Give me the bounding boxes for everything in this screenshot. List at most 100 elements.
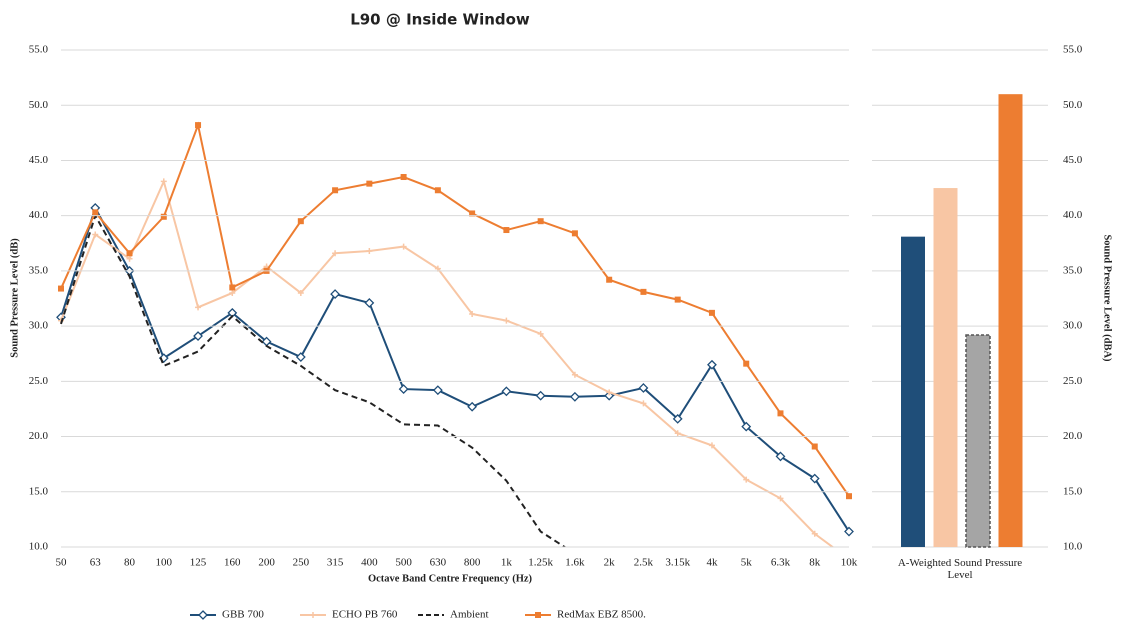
marker bbox=[606, 276, 613, 283]
marker bbox=[330, 289, 341, 300]
series-line bbox=[60, 178, 835, 547]
x-tick-label: 800 bbox=[464, 557, 481, 569]
marker bbox=[503, 317, 510, 324]
x-tick-label: 2.5k bbox=[634, 557, 654, 569]
marker bbox=[398, 384, 409, 394]
x-tick-label: 6.3k bbox=[771, 557, 791, 569]
marker bbox=[674, 296, 681, 303]
marker bbox=[469, 210, 476, 217]
bar bbox=[998, 94, 1023, 547]
x-tick-label: 630 bbox=[430, 557, 447, 569]
y-tick-label: 35.0 bbox=[29, 264, 49, 276]
y-axis-title: Sound Pressure Level (dB) bbox=[9, 238, 20, 358]
marker bbox=[775, 451, 786, 462]
x-tick-label: 1.6k bbox=[565, 557, 585, 569]
x-tick-label: 500 bbox=[395, 557, 412, 569]
marker bbox=[332, 250, 339, 257]
marker bbox=[537, 218, 544, 225]
series-line bbox=[60, 213, 567, 547]
x-tick-label: 1.25k bbox=[528, 557, 553, 569]
x-tick-label: 4k bbox=[706, 557, 718, 569]
y2-tick-label: 45.0 bbox=[1063, 154, 1083, 166]
x-tick-label: A-Weighted Sound Pressure Level bbox=[898, 557, 1022, 581]
y-tick-label: 10.0 bbox=[29, 541, 49, 553]
marker bbox=[503, 227, 510, 234]
legend-marker bbox=[535, 612, 541, 618]
marker bbox=[366, 180, 373, 187]
marker bbox=[809, 473, 820, 484]
x-tick-label: 160 bbox=[224, 557, 241, 569]
marker bbox=[606, 389, 613, 396]
marker bbox=[469, 310, 476, 317]
bar bbox=[933, 188, 958, 548]
y-tick-label: 55.0 bbox=[29, 44, 49, 56]
marker bbox=[332, 187, 339, 194]
y2-tick-label: 15.0 bbox=[1063, 485, 1083, 497]
marker bbox=[92, 231, 99, 238]
marker bbox=[229, 284, 236, 291]
y2-tick-label: 25.0 bbox=[1063, 375, 1083, 387]
marker bbox=[297, 289, 304, 296]
y2-tick-label: 55.0 bbox=[1063, 44, 1083, 56]
x-tick-label: 8k bbox=[809, 557, 821, 569]
marker bbox=[160, 178, 167, 185]
y-tick-label: 30.0 bbox=[29, 320, 49, 332]
marker bbox=[229, 289, 236, 296]
marker bbox=[537, 330, 544, 337]
y-tick-label: 50.0 bbox=[29, 99, 49, 111]
marker bbox=[400, 174, 407, 181]
x-tick-label: 250 bbox=[293, 557, 310, 569]
legend-marker bbox=[310, 612, 316, 618]
marker bbox=[777, 495, 784, 502]
y2-tick-label: 10.0 bbox=[1063, 541, 1083, 553]
x-tick-label: 400 bbox=[361, 557, 378, 569]
marker bbox=[295, 352, 306, 362]
marker bbox=[846, 493, 852, 500]
marker bbox=[672, 413, 683, 424]
y2-tick-label: 20.0 bbox=[1063, 430, 1083, 442]
x-tick-label: 2k bbox=[604, 557, 616, 569]
x-tick-label: 5k bbox=[741, 557, 753, 569]
marker bbox=[743, 360, 750, 367]
series-line bbox=[60, 121, 850, 497]
y2-tick-label: 40.0 bbox=[1063, 209, 1083, 221]
chart-title: L90 @ Inside Window bbox=[350, 11, 530, 29]
x-tick-label: 50 bbox=[56, 557, 68, 569]
y2-axis-title: Sound Pressure Level (dBA) bbox=[1102, 234, 1113, 362]
x-tick-label: 100 bbox=[156, 557, 173, 569]
y2-tick-label: 50.0 bbox=[1063, 99, 1083, 111]
y-tick-label: 15.0 bbox=[29, 485, 49, 497]
y2-tick-label: 35.0 bbox=[1063, 264, 1083, 276]
marker bbox=[195, 304, 202, 311]
x-tick-label: 315 bbox=[327, 557, 344, 569]
plot-area bbox=[56, 121, 854, 547]
marker bbox=[777, 410, 784, 417]
y-tick-label: 40.0 bbox=[29, 209, 49, 221]
marker bbox=[708, 309, 715, 316]
bar bbox=[965, 334, 991, 548]
marker bbox=[364, 297, 375, 308]
legend-marker bbox=[198, 610, 208, 620]
marker bbox=[58, 285, 64, 292]
legend-label: RedMax EBZ 8500. bbox=[557, 609, 646, 621]
marker bbox=[604, 390, 615, 401]
marker bbox=[707, 359, 717, 370]
marker bbox=[640, 400, 647, 407]
marker bbox=[811, 530, 818, 537]
x-tick-label: 10k bbox=[841, 557, 858, 569]
marker bbox=[844, 526, 854, 537]
x-tick-label: 200 bbox=[258, 557, 275, 569]
x-tick-label: 125 bbox=[190, 557, 207, 569]
y-tick-label: 25.0 bbox=[29, 375, 49, 387]
marker bbox=[193, 331, 203, 341]
marker bbox=[297, 218, 304, 225]
marker bbox=[434, 187, 441, 194]
marker bbox=[366, 248, 373, 255]
x-axis-title: Octave Band Centre Frequency (Hz) bbox=[368, 573, 533, 584]
x-tick-label: 80 bbox=[124, 557, 136, 569]
x-tick-label: 1k bbox=[501, 557, 513, 569]
marker bbox=[811, 443, 818, 450]
marker bbox=[195, 122, 202, 129]
y2-tick-label: 30.0 bbox=[1063, 320, 1083, 332]
